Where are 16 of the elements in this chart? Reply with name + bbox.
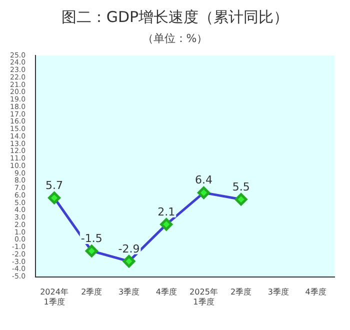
x-tick-label: 3季度 bbox=[118, 288, 140, 297]
x-tick-label: 2024年1季度 bbox=[40, 288, 68, 306]
x-tick-label: 4季度 bbox=[156, 288, 177, 297]
chart-title: 图二：GDP增长速度（累计同比） bbox=[60, 8, 290, 27]
x-tick-label: 2季度 bbox=[81, 288, 102, 297]
data-label: -1.5 bbox=[80, 232, 102, 245]
data-label: 5.5 bbox=[232, 180, 250, 194]
x-tick-label: 2季度 bbox=[230, 288, 252, 297]
data-label: 2.1 bbox=[158, 205, 176, 218]
chart-subtitle: （单位：%） bbox=[141, 31, 209, 46]
x-tick-label: 3季度 bbox=[268, 288, 289, 297]
data-label: 5.7 bbox=[46, 178, 64, 192]
x-tick-label: 4季度 bbox=[305, 288, 326, 297]
data-label: -2.9 bbox=[118, 242, 140, 256]
x-tick-label: 2025年1季度 bbox=[190, 288, 218, 306]
data-label: 6.4 bbox=[194, 174, 212, 187]
